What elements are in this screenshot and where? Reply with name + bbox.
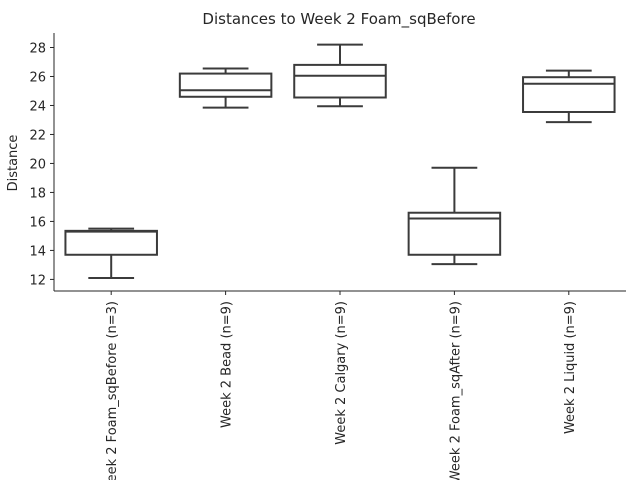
y-tick-label: 14 — [29, 244, 46, 259]
x-tick-label: Week 2 Foam_sqAfter (n=9) — [448, 301, 463, 480]
y-tick-label: 24 — [29, 99, 46, 114]
y-tick-label: 18 — [29, 186, 46, 201]
y-tick-label: 22 — [29, 128, 46, 143]
box-iqr — [522, 76, 616, 113]
box-iqr — [64, 229, 158, 256]
x-tick-label: Week 2 Calgary (n=9) — [334, 301, 349, 445]
y-tick-label: 28 — [29, 41, 46, 56]
y-tick-label: 26 — [29, 70, 46, 85]
y-tick-label: 12 — [29, 273, 46, 288]
x-tick-label: Week 2 Foam_sqBefore (n=3) — [105, 301, 120, 480]
box-iqr — [178, 72, 273, 98]
y-tick-label: 20 — [29, 157, 46, 172]
plot-area: 12 14 16 18 20 22 24 26 28 Week 2 Foam_sqBefore (… — [29, 33, 626, 485]
chart-title: Distances to Week 2 Foam_sqBefore — [202, 10, 475, 29]
box-iqr — [293, 63, 387, 99]
box-iqr — [407, 211, 502, 256]
x-tick-label: Week 2 Bead (n=9) — [220, 301, 235, 428]
y-axis-label: Distance — [6, 135, 21, 192]
x-tick-label: Week 2 Liquid (n=9) — [563, 301, 578, 434]
y-tick-label: 16 — [29, 215, 46, 230]
